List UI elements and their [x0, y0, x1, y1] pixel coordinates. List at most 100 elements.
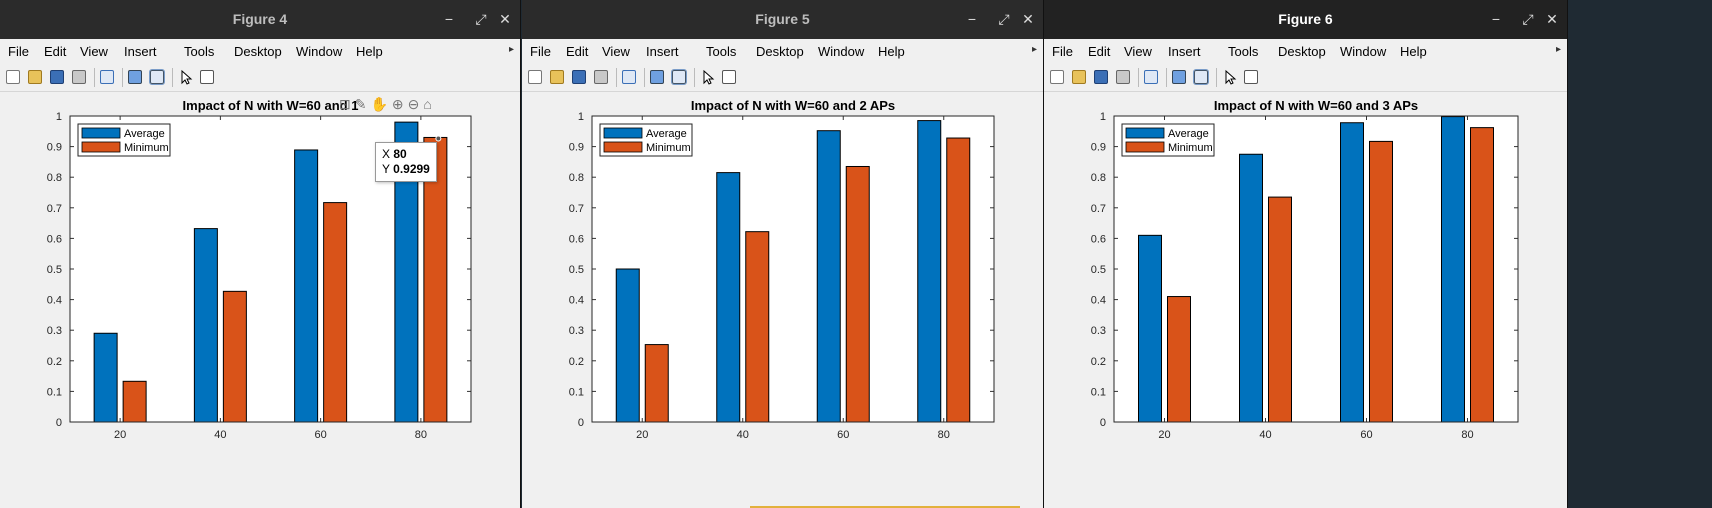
datatip-marker[interactable] — [435, 135, 442, 142]
bar-minimum-80[interactable] — [946, 137, 971, 423]
legend[interactable]: Average Minimum — [599, 123, 693, 157]
menu-tools[interactable]: Tools — [1228, 44, 1259, 59]
bar-minimum-60[interactable] — [845, 165, 870, 423]
menu-desktop[interactable]: Desktop — [234, 44, 282, 59]
menu-expand-icon[interactable]: ▸ — [1555, 44, 1561, 55]
x-tick-label: 60 — [1360, 429, 1372, 441]
bar-minimum-40[interactable] — [222, 290, 247, 423]
maximize-button[interactable]: ⤢ — [1522, 11, 1534, 27]
menu-edit[interactable]: Edit — [566, 44, 589, 59]
bar-minimum-40[interactable] — [745, 231, 770, 423]
bar-minimum-20[interactable] — [644, 344, 669, 423]
minimize-button[interactable]: − — [1491, 11, 1501, 27]
menu-help[interactable]: Help — [878, 44, 905, 59]
menu-file[interactable]: File — [1052, 44, 1073, 59]
menu-insert[interactable]: Insert — [646, 44, 679, 59]
bar-average-20[interactable] — [1138, 234, 1162, 423]
menu-tools[interactable]: Tools — [706, 44, 737, 59]
menu-desktop[interactable]: Desktop — [756, 44, 804, 59]
bar-minimum-60[interactable] — [1369, 140, 1393, 423]
link-plot-icon[interactable] — [100, 70, 114, 84]
insert-legend-icon[interactable] — [1193, 69, 1209, 85]
menu-expand-icon[interactable]: ▸ — [1031, 44, 1037, 55]
close-button[interactable]: ✕ — [1022, 11, 1034, 27]
legend[interactable]: Average Minimum — [1121, 123, 1215, 157]
maximize-button[interactable]: ⤢ — [475, 11, 487, 27]
menu-view[interactable]: View — [602, 44, 630, 59]
link-plot-icon[interactable] — [622, 70, 636, 84]
zoom-in-icon[interactable]: ⊕ — [391, 96, 408, 112]
close-button[interactable]: ✕ — [1546, 11, 1558, 27]
insert-colorbar-icon[interactable] — [1172, 70, 1186, 84]
open-file-icon[interactable] — [550, 70, 564, 84]
property-inspector-icon[interactable] — [722, 70, 736, 84]
save-icon[interactable] — [1094, 70, 1108, 84]
bar-average-20[interactable] — [93, 332, 118, 423]
maximize-button[interactable]: ⤢ — [998, 11, 1010, 27]
minimize-button[interactable]: − — [444, 11, 454, 27]
bar-average-60[interactable] — [294, 149, 319, 423]
new-figure-icon[interactable] — [6, 70, 20, 84]
data-tip-icon[interactable]: ⊡ — [339, 96, 355, 112]
menu-file[interactable]: File — [530, 44, 551, 59]
new-figure-icon[interactable] — [1050, 70, 1064, 84]
menu-help[interactable]: Help — [356, 44, 383, 59]
bar-average-80[interactable] — [917, 120, 942, 423]
bar-average-80[interactable] — [1441, 116, 1465, 423]
print-icon[interactable] — [72, 70, 86, 84]
brush-icon[interactable]: ✎ — [354, 96, 371, 112]
link-plot-icon[interactable] — [1144, 70, 1158, 84]
title-bar[interactable]: Figure 5 − ⤢ ✕ — [522, 0, 1043, 39]
restore-view-icon[interactable]: ⌂ — [423, 96, 436, 112]
bar-average-20[interactable] — [615, 268, 640, 423]
datatip[interactable]: X 80 Y 0.9299 — [375, 142, 437, 182]
bar-minimum-80[interactable] — [1470, 127, 1494, 423]
new-figure-icon[interactable] — [528, 70, 542, 84]
menu-file[interactable]: File — [8, 44, 29, 59]
menu-tools[interactable]: Tools — [184, 44, 215, 59]
print-icon[interactable] — [594, 70, 608, 84]
insert-colorbar-icon[interactable] — [650, 70, 664, 84]
menu-help[interactable]: Help — [1400, 44, 1427, 59]
menu-view[interactable]: View — [1124, 44, 1152, 59]
insert-colorbar-icon[interactable] — [128, 70, 142, 84]
print-icon[interactable] — [1116, 70, 1130, 84]
bar-average-60[interactable] — [816, 130, 841, 423]
open-file-icon[interactable] — [1072, 70, 1086, 84]
menu-desktop[interactable]: Desktop — [1278, 44, 1326, 59]
menu-window[interactable]: Window — [1340, 44, 1387, 59]
menu-insert[interactable]: Insert — [1168, 44, 1201, 59]
bar-minimum-60[interactable] — [323, 202, 348, 423]
menu-window[interactable]: Window — [296, 44, 343, 59]
bar-minimum-20[interactable] — [1167, 296, 1191, 423]
save-icon[interactable] — [572, 70, 586, 84]
bar-minimum-40[interactable] — [1268, 196, 1292, 423]
title-bar[interactable]: Figure 4 − ⤢ ✕ — [0, 0, 520, 39]
menu-window[interactable]: Window — [818, 44, 865, 59]
menu-expand-icon[interactable]: ▸ — [508, 44, 514, 55]
edit-plot-icon[interactable] — [700, 69, 716, 85]
menu-insert[interactable]: Insert — [124, 44, 157, 59]
bar-average-40[interactable] — [1239, 153, 1263, 423]
legend[interactable]: Average Minimum — [77, 123, 171, 157]
open-file-icon[interactable] — [28, 70, 42, 84]
zoom-out-icon[interactable]: ⊖ — [407, 96, 424, 112]
edit-plot-icon[interactable] — [1222, 69, 1238, 85]
pan-icon[interactable]: ✋ — [370, 96, 392, 112]
title-bar[interactable]: Figure 6 − ⤢ ✕ — [1044, 0, 1567, 39]
property-inspector-icon[interactable] — [200, 70, 214, 84]
edit-plot-icon[interactable] — [178, 69, 194, 85]
bar-minimum-20[interactable] — [122, 380, 147, 423]
bar-average-40[interactable] — [193, 228, 218, 423]
property-inspector-icon[interactable] — [1244, 70, 1258, 84]
minimize-button[interactable]: − — [967, 11, 977, 27]
insert-legend-icon[interactable] — [149, 69, 165, 85]
insert-legend-icon[interactable] — [671, 69, 687, 85]
menu-edit[interactable]: Edit — [44, 44, 67, 59]
close-button[interactable]: ✕ — [499, 11, 511, 27]
menu-view[interactable]: View — [80, 44, 108, 59]
bar-average-60[interactable] — [1340, 122, 1364, 423]
menu-edit[interactable]: Edit — [1088, 44, 1111, 59]
bar-average-40[interactable] — [716, 172, 741, 423]
save-icon[interactable] — [50, 70, 64, 84]
